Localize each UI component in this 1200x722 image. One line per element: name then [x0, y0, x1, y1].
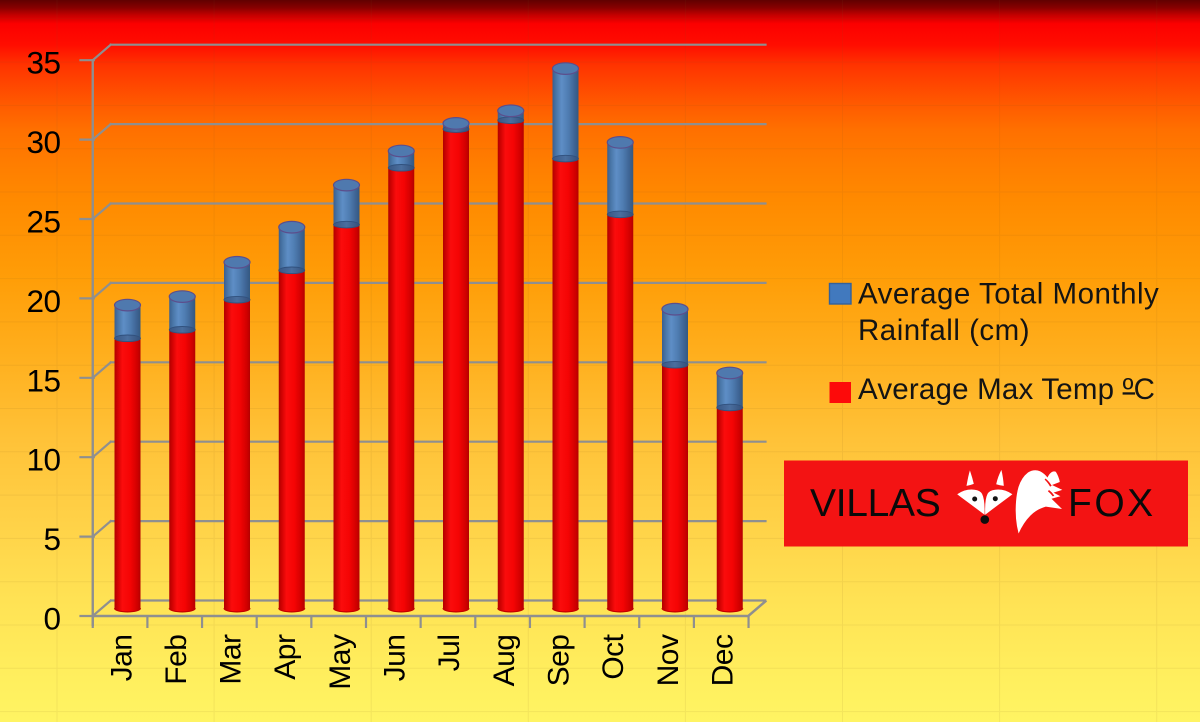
svg-text:Average Max Temp ºC: Average Max Temp ºC — [858, 373, 1155, 406]
svg-text:10: 10 — [26, 442, 60, 478]
svg-text:Sep: Sep — [542, 635, 575, 687]
svg-text:May: May — [324, 634, 357, 690]
svg-text:Mar: Mar — [215, 634, 248, 685]
svg-text:Average Total Monthly: Average Total Monthly — [858, 278, 1159, 311]
svg-text:Oct: Oct — [597, 633, 630, 679]
svg-text:25: 25 — [26, 204, 60, 240]
svg-text:Jun: Jun — [379, 635, 412, 682]
svg-text:Dec: Dec — [706, 634, 739, 686]
svg-text:Jul: Jul — [433, 635, 466, 672]
svg-text:30: 30 — [26, 124, 60, 160]
svg-text:Jan: Jan — [105, 635, 138, 682]
svg-text:Apr: Apr — [269, 634, 302, 680]
svg-text:15: 15 — [26, 362, 60, 398]
svg-text:0: 0 — [43, 601, 60, 637]
svg-text:FOX: FOX — [1068, 482, 1156, 525]
svg-text:20: 20 — [26, 283, 60, 319]
svg-text:Rainfall (cm): Rainfall (cm) — [858, 314, 1030, 347]
svg-text:Nov: Nov — [652, 634, 685, 686]
svg-text:5: 5 — [43, 521, 60, 557]
svg-text:VILLAS: VILLAS — [810, 482, 940, 525]
svg-text:Aug: Aug — [488, 635, 521, 687]
svg-text:Feb: Feb — [160, 635, 193, 685]
svg-text:35: 35 — [26, 45, 60, 81]
